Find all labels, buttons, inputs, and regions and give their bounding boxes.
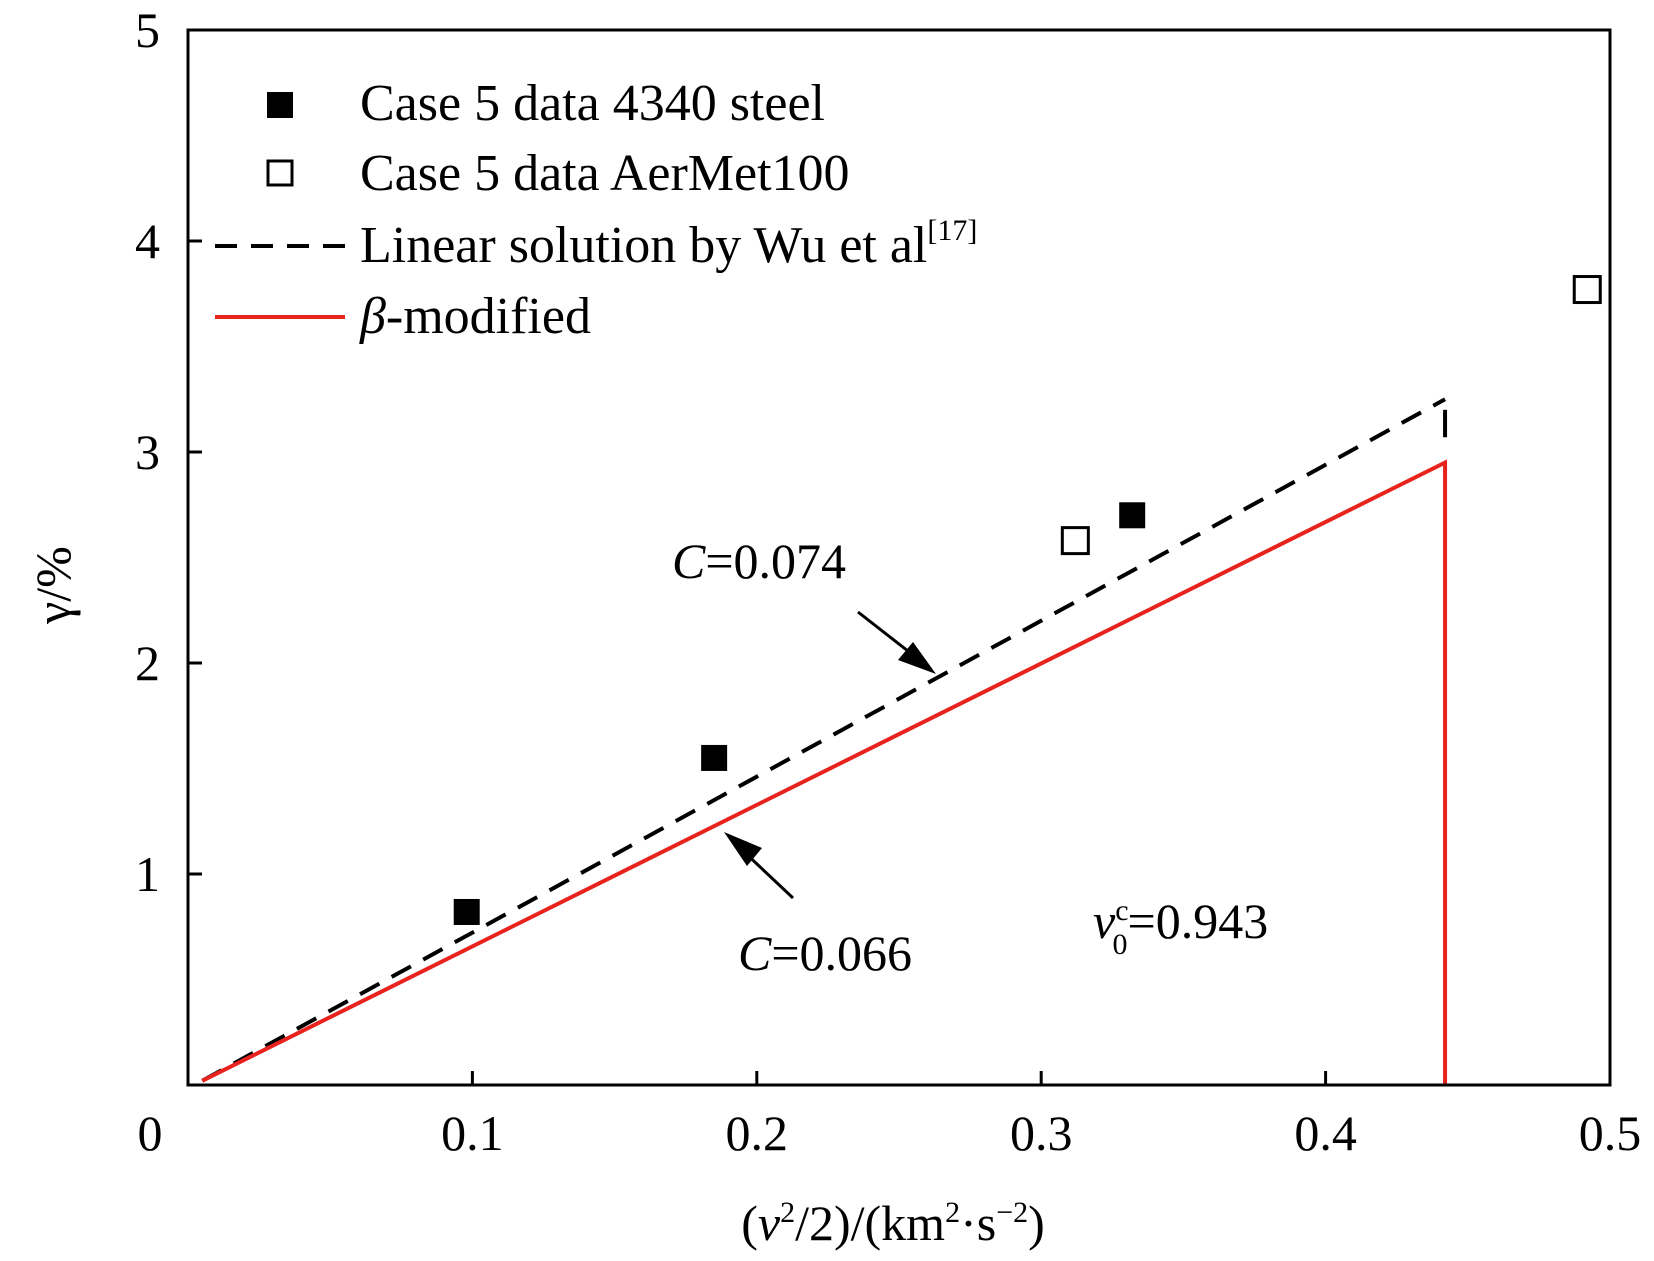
y-tick-label: 5 [135, 2, 160, 58]
annotation-c074: C=0.074 [672, 533, 936, 674]
annotation-v0c-text: vc 0=0.943 [1093, 893, 1268, 961]
axes-layer [186, 28, 1612, 1087]
series-line-3 [201, 459, 1448, 1085]
legend-marker-aermet100 [266, 159, 294, 187]
annotation-c066-text: C=0.066 [738, 925, 912, 981]
x-tick-label: 0.2 [726, 1105, 789, 1161]
series-layer [201, 275, 1602, 1085]
legend-label-4340-steel: Case 5 data 4340 steel [360, 75, 825, 132]
legend-label-aermet100: Case 5 data AerMet100 [360, 145, 850, 202]
y-tick-label: 1 [135, 846, 160, 902]
y-tick-label: 4 [135, 213, 160, 269]
annotation-c066: C=0.066 [724, 832, 912, 981]
x-tick-label: 0.4 [1294, 1105, 1357, 1161]
y-axis-label: γ/% [25, 546, 81, 625]
y-tick-label: 3 [135, 424, 160, 480]
x-axis-label: (v2/2)/(km2·s−2) [741, 1195, 1045, 1251]
x-tick-label: 0.1 [441, 1105, 504, 1161]
x-tick-label: 0 [138, 1105, 163, 1161]
annotation-c074-text: C=0.074 [672, 533, 846, 589]
ticks-layer: 0 0.1 0.2 0.3 0.4 0.5 1 2 3 4 5 [135, 2, 1641, 1161]
legend-marker-4340-steel [267, 92, 293, 118]
x-tick-label: 0.3 [1010, 1105, 1073, 1161]
data-point-0 [701, 744, 728, 771]
annotation-c074-arrowhead [898, 642, 936, 674]
y-tick-label: 2 [135, 635, 160, 691]
data-point-0 [1119, 502, 1146, 529]
legend-label-beta: β-modified [359, 288, 591, 345]
annotation-v0c: vc 0=0.943 [1093, 893, 1268, 961]
plot-frame [186, 28, 1612, 1087]
data-point-1 [1060, 526, 1090, 556]
series-line-2 [201, 397, 1447, 1083]
data-point-1 [1572, 275, 1602, 305]
legend-label-linear: Linear solution by Wu et al[17] [360, 214, 977, 274]
x-tick-label: 0.5 [1579, 1105, 1642, 1161]
data-point-0 [453, 898, 480, 925]
annotation-c066-arrowhead [724, 832, 762, 866]
legend: Case 5 data 4340 steel Case 5 data AerMe… [215, 75, 977, 345]
